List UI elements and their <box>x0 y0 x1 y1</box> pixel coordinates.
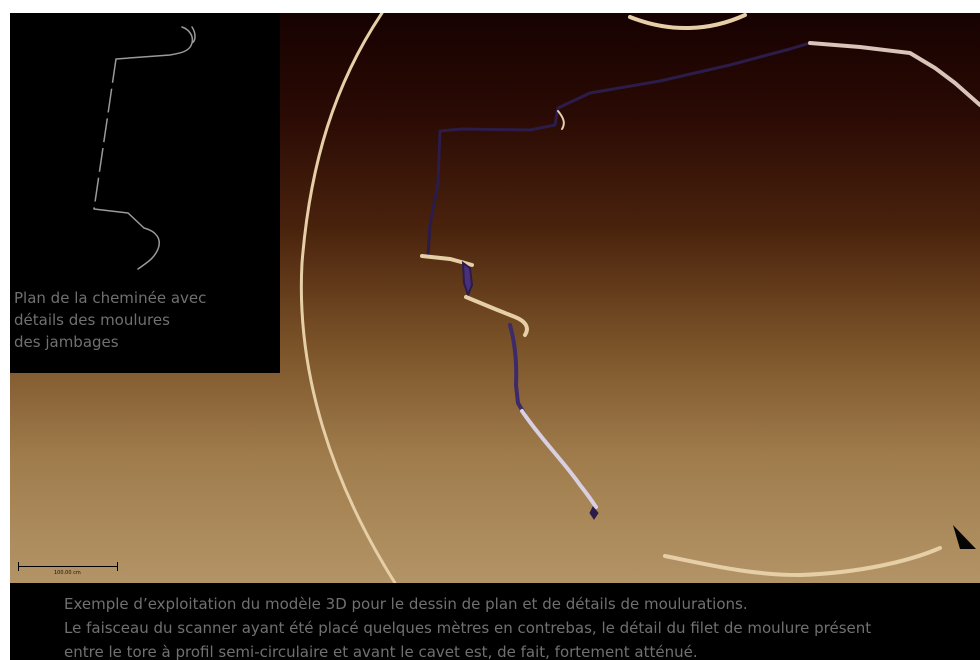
profile-lower-curve <box>520 409 598 509</box>
inset-plan-panel: Plan de la cheminée avec détails des mou… <box>10 13 280 373</box>
plan-bottom-moulding <box>93 208 160 270</box>
profile-vertical-dark <box>426 129 442 257</box>
profile-end-dark <box>589 506 599 520</box>
profile-moulding-dark <box>508 323 527 417</box>
plan-top-moulding <box>115 26 196 60</box>
profile-dark-block <box>461 260 474 298</box>
inset-caption: Plan de la cheminée avec détails des mou… <box>14 287 276 353</box>
outer-arc-bottom <box>663 546 942 578</box>
scanner-station-icon <box>953 525 976 549</box>
caption-line: entre le tore à profil semi-circulaire e… <box>64 643 698 660</box>
scale-bar-line <box>18 566 118 567</box>
caption-line: Exemple d’exploitation du modèle 3D pour… <box>64 595 748 613</box>
figure-caption: Exemple d’exploitation du modèle 3D pour… <box>10 583 980 660</box>
profile-diagonal-light <box>464 295 529 337</box>
profile-ledge-light <box>420 254 474 267</box>
plan-profile-drawing <box>93 26 196 270</box>
inset-caption-line: détails des moulures <box>14 311 170 329</box>
inset-caption-line: Plan de la cheminée avec <box>14 289 207 307</box>
profile-upper-dark <box>438 41 812 133</box>
scale-bar-label: 100.00 cm <box>54 570 81 576</box>
scale-bar-tick-right <box>117 562 118 571</box>
profile-small-return <box>557 110 565 130</box>
outer-arc-left <box>299 13 397 583</box>
profile-upper-light <box>808 41 980 107</box>
point-cloud-section <box>299 13 980 583</box>
plan-dashed-wall <box>93 58 117 210</box>
point-cloud-view: Plan de la cheminée avec détails des mou… <box>10 13 980 583</box>
inset-caption-line: des jambages <box>14 333 119 351</box>
scale-bar-tick-left <box>18 562 19 571</box>
scale-bar: 100.00 cm <box>16 561 128 579</box>
outer-arc-top <box>628 13 747 30</box>
caption-line: Le faisceau du scanner ayant été placé q… <box>64 619 872 637</box>
